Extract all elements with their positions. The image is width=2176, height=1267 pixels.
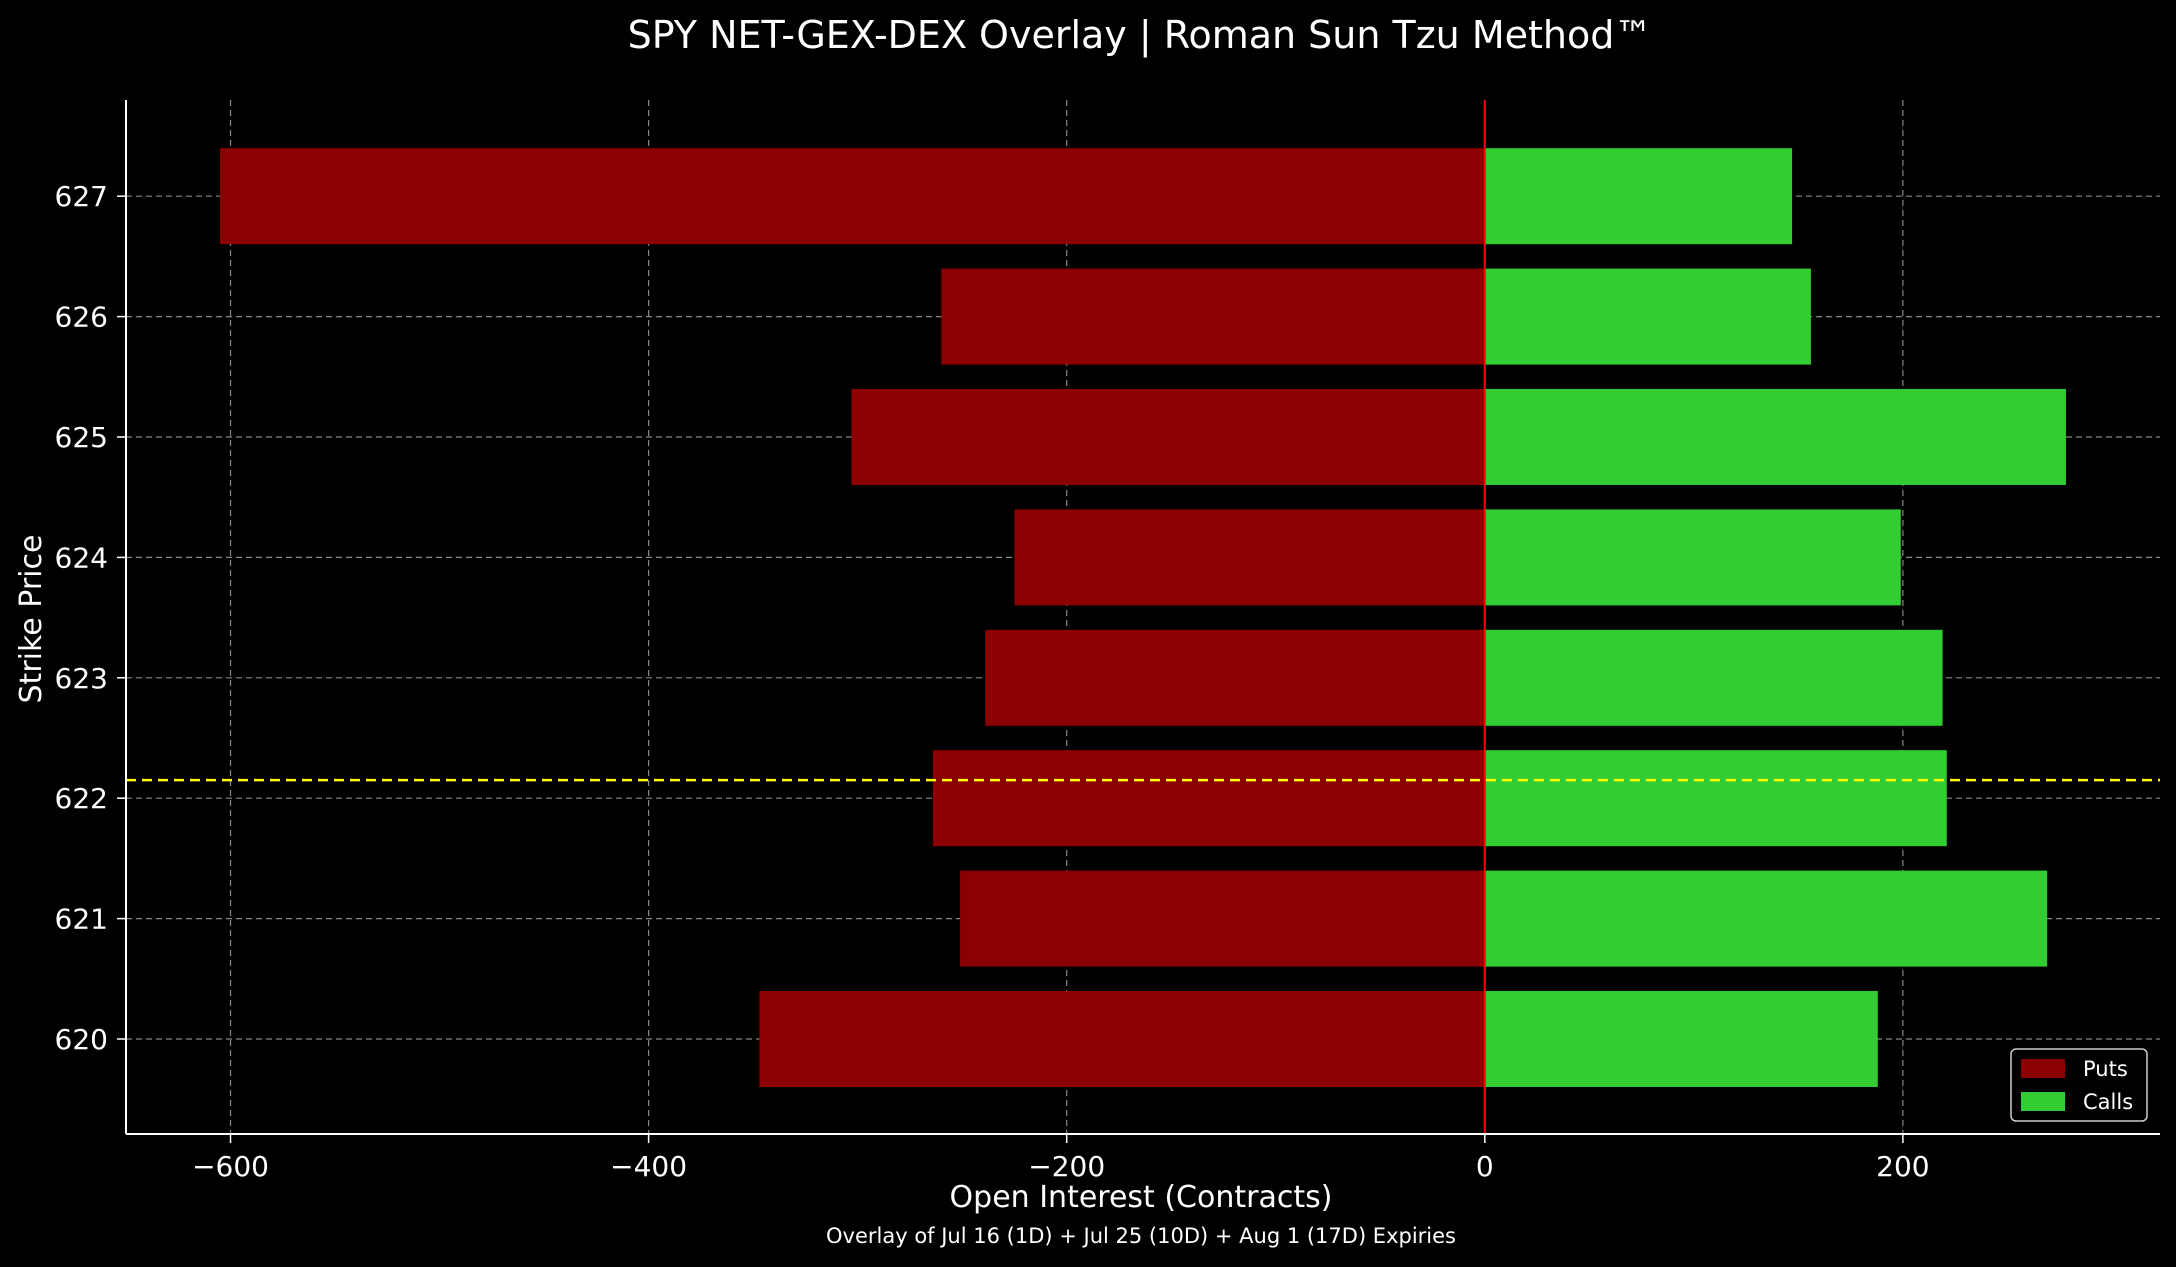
bar-puts-627 xyxy=(220,148,1485,245)
y-tick-label: 626 xyxy=(55,301,108,334)
bar-puts-622 xyxy=(932,750,1485,847)
legend-swatch-puts xyxy=(2021,1059,2065,1078)
bar-puts-621 xyxy=(960,870,1485,967)
ticks-layer: −600 −400 −200 0 200 620 621 622 623 624 625 626 627 xyxy=(55,180,1930,1183)
x-axis-label: Open Interest (Contracts) xyxy=(950,1180,1333,1215)
y-tick-label: 627 xyxy=(55,180,108,213)
legend-label-calls: Calls xyxy=(2083,1090,2133,1114)
y-tick-label: 625 xyxy=(55,421,108,454)
y-axis-label: Strike Price xyxy=(14,535,49,704)
legend: Puts Calls xyxy=(2010,1048,2148,1122)
legend-swatch-calls xyxy=(2021,1092,2065,1111)
y-tick-label: 623 xyxy=(55,662,108,695)
bar-puts-624 xyxy=(1014,509,1485,606)
y-tick-label: 622 xyxy=(55,782,108,815)
bars-layer xyxy=(220,148,2066,1087)
bar-calls-620 xyxy=(1484,991,1878,1087)
reference-lines-layer xyxy=(126,100,2160,1134)
x-tick-label: −400 xyxy=(610,1150,687,1183)
bar-calls-624 xyxy=(1484,509,1901,606)
chart-title: SPY NET-GEX-DEX Overlay | Roman Sun Tzu … xyxy=(628,13,1653,58)
bar-calls-626 xyxy=(1484,268,1811,365)
bar-puts-620 xyxy=(759,991,1485,1087)
x-tick-label: −200 xyxy=(1028,1150,1105,1183)
bar-puts-625 xyxy=(851,389,1485,485)
x-tick-label: −600 xyxy=(192,1150,269,1183)
bar-calls-622 xyxy=(1484,750,1947,847)
bar-puts-626 xyxy=(941,268,1485,365)
axes-layer xyxy=(125,100,2160,1135)
chart-footnote: Overlay of Jul 16 (1D) + Jul 25 (10D) + … xyxy=(826,1224,1456,1248)
bar-calls-623 xyxy=(1484,629,1943,726)
legend-label-puts: Puts xyxy=(2083,1057,2128,1081)
y-tick-label: 620 xyxy=(55,1023,108,1056)
x-tick-label: 200 xyxy=(1876,1150,1929,1183)
bar-calls-625 xyxy=(1484,389,2066,485)
y-tick-label: 621 xyxy=(55,903,108,936)
x-tick-label: 0 xyxy=(1476,1150,1494,1183)
bar-calls-621 xyxy=(1484,870,2048,967)
bar-puts-623 xyxy=(985,629,1485,726)
y-tick-label: 624 xyxy=(55,541,108,574)
bar-calls-627 xyxy=(1484,148,1793,245)
